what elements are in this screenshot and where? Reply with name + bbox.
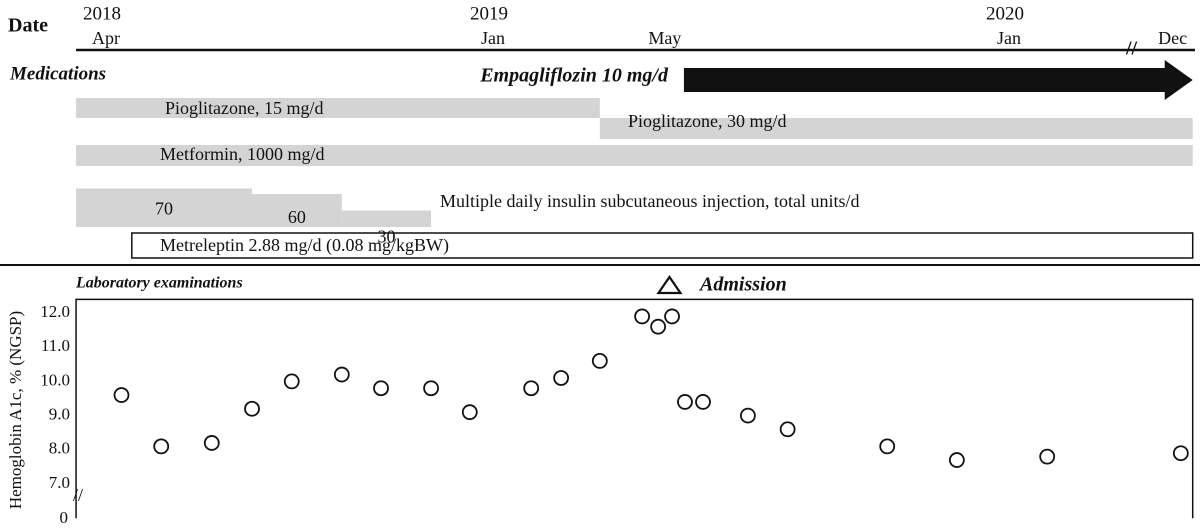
hba1c-point <box>879 438 896 455</box>
plot-frame <box>75 298 1194 519</box>
medication-bar <box>76 145 1193 166</box>
hba1c-point <box>244 400 260 417</box>
hba1c-point <box>553 370 570 386</box>
metreleptin-label: Metreleptin 2.88 mg/d (0.08 mg/kgBW) <box>160 235 449 256</box>
metreleptin-box <box>131 232 1194 259</box>
y-origin-label: 0 <box>60 508 69 527</box>
insulin-bar <box>252 194 342 227</box>
y-tick-label: 10.0 <box>40 370 70 389</box>
hba1c-point <box>461 404 478 421</box>
month-label: Jan <box>481 28 505 48</box>
hba1c-point <box>423 380 439 397</box>
hba1c-point <box>740 407 756 424</box>
hba1c-point <box>373 380 389 397</box>
insulin-dose-label: 70 <box>155 199 173 219</box>
insulin-label: Multiple daily insulin subcutaneous inje… <box>440 191 859 211</box>
medication-label: Pioglitazone, 15 mg/d <box>165 98 323 118</box>
medications-title: Medications <box>9 63 106 84</box>
y-axis-title: Hemoglobin A1c, % (NGSP) <box>6 311 25 509</box>
year-label: 2020 <box>986 3 1024 24</box>
lab-title: Laboratory examinations <box>75 275 243 292</box>
y-axis-break: // <box>73 485 83 505</box>
hba1c-point <box>523 380 540 397</box>
admission-triangle <box>656 275 683 295</box>
month-label: Apr <box>92 28 120 48</box>
medication-label: Metformin, 1000 mg/d <box>160 144 325 164</box>
month-label: Dec <box>1158 28 1187 48</box>
y-tick-label: 7.0 <box>49 473 70 492</box>
date-label: Date <box>8 15 48 37</box>
hba1c-point <box>695 394 711 410</box>
medication-bar <box>76 98 600 118</box>
medication-label: Pioglitazone, 30 mg/d <box>628 111 786 131</box>
year-label: 2019 <box>470 3 508 24</box>
insulin-bar <box>76 188 253 227</box>
empagliflozin-arrow <box>683 60 1193 100</box>
month-label: May <box>648 28 681 48</box>
hba1c-point <box>591 352 608 369</box>
insulin-bar <box>341 210 432 227</box>
hba1c-point <box>333 366 350 383</box>
hba1c-point <box>634 308 651 325</box>
hba1c-point <box>283 373 300 390</box>
hba1c-point <box>948 452 965 468</box>
hba1c-point <box>1172 445 1189 462</box>
hba1c-point <box>113 387 130 403</box>
y-tick-label: 12.0 <box>40 302 70 321</box>
hba1c-point <box>664 308 680 325</box>
medication-bar <box>599 118 1193 139</box>
hba1c-point <box>153 438 170 455</box>
y-tick-label: 8.0 <box>49 439 70 458</box>
hba1c-point <box>677 394 693 410</box>
hba1c-point <box>779 421 796 438</box>
y-tick-label: 11.0 <box>41 336 70 355</box>
y-tick-label: 9.0 <box>49 405 70 424</box>
insulin-dose-label: 30 <box>377 227 395 247</box>
empagliflozin-label: Empagliflozin 10 mg/d <box>479 65 669 87</box>
hba1c-point <box>1039 448 1056 465</box>
month-label: Jan <box>997 28 1021 48</box>
hba1c-point <box>650 318 667 335</box>
year-label: 2018 <box>83 3 121 24</box>
hba1c-point <box>203 435 220 451</box>
axis-break: // <box>1125 38 1138 60</box>
insulin-dose-label: 60 <box>288 207 306 227</box>
admission-label: Admission <box>698 274 787 296</box>
